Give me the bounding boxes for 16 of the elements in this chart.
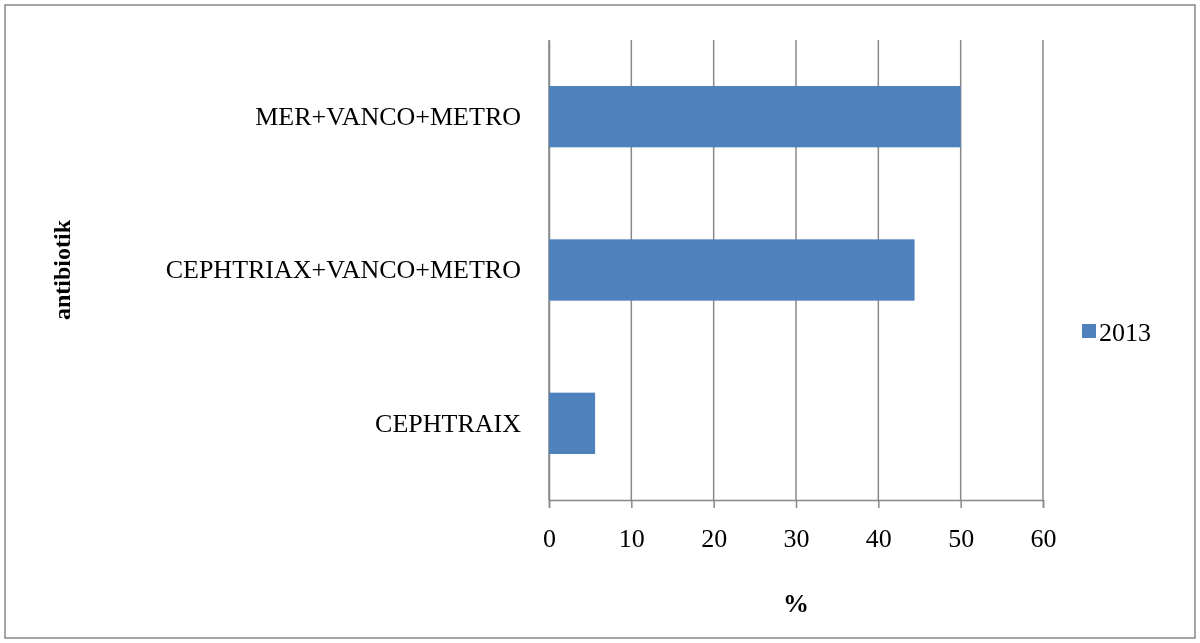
x-tick-label: 20 [701, 524, 728, 554]
x-axis-title: % [783, 589, 809, 618]
x-tick-label: 40 [865, 524, 892, 554]
bar [549, 239, 915, 301]
y-tick-label: MER+VANCO+METRO [255, 101, 521, 131]
y-tick-label: CEPHTRIAX+VANCO+METRO [165, 255, 521, 285]
bar [549, 86, 961, 148]
x-tick-label: 0 [543, 524, 556, 554]
x-tick-label: 60 [1030, 524, 1057, 554]
y-axis-title: antibiotik [49, 219, 75, 321]
x-tick-label: 30 [783, 524, 810, 554]
x-tick-label: 10 [618, 524, 645, 554]
legend-label: 2013 [1099, 318, 1151, 347]
y-tick-label: CEPHTRAIX [375, 408, 522, 438]
x-tick-label: 50 [948, 524, 975, 554]
bar [549, 392, 596, 454]
